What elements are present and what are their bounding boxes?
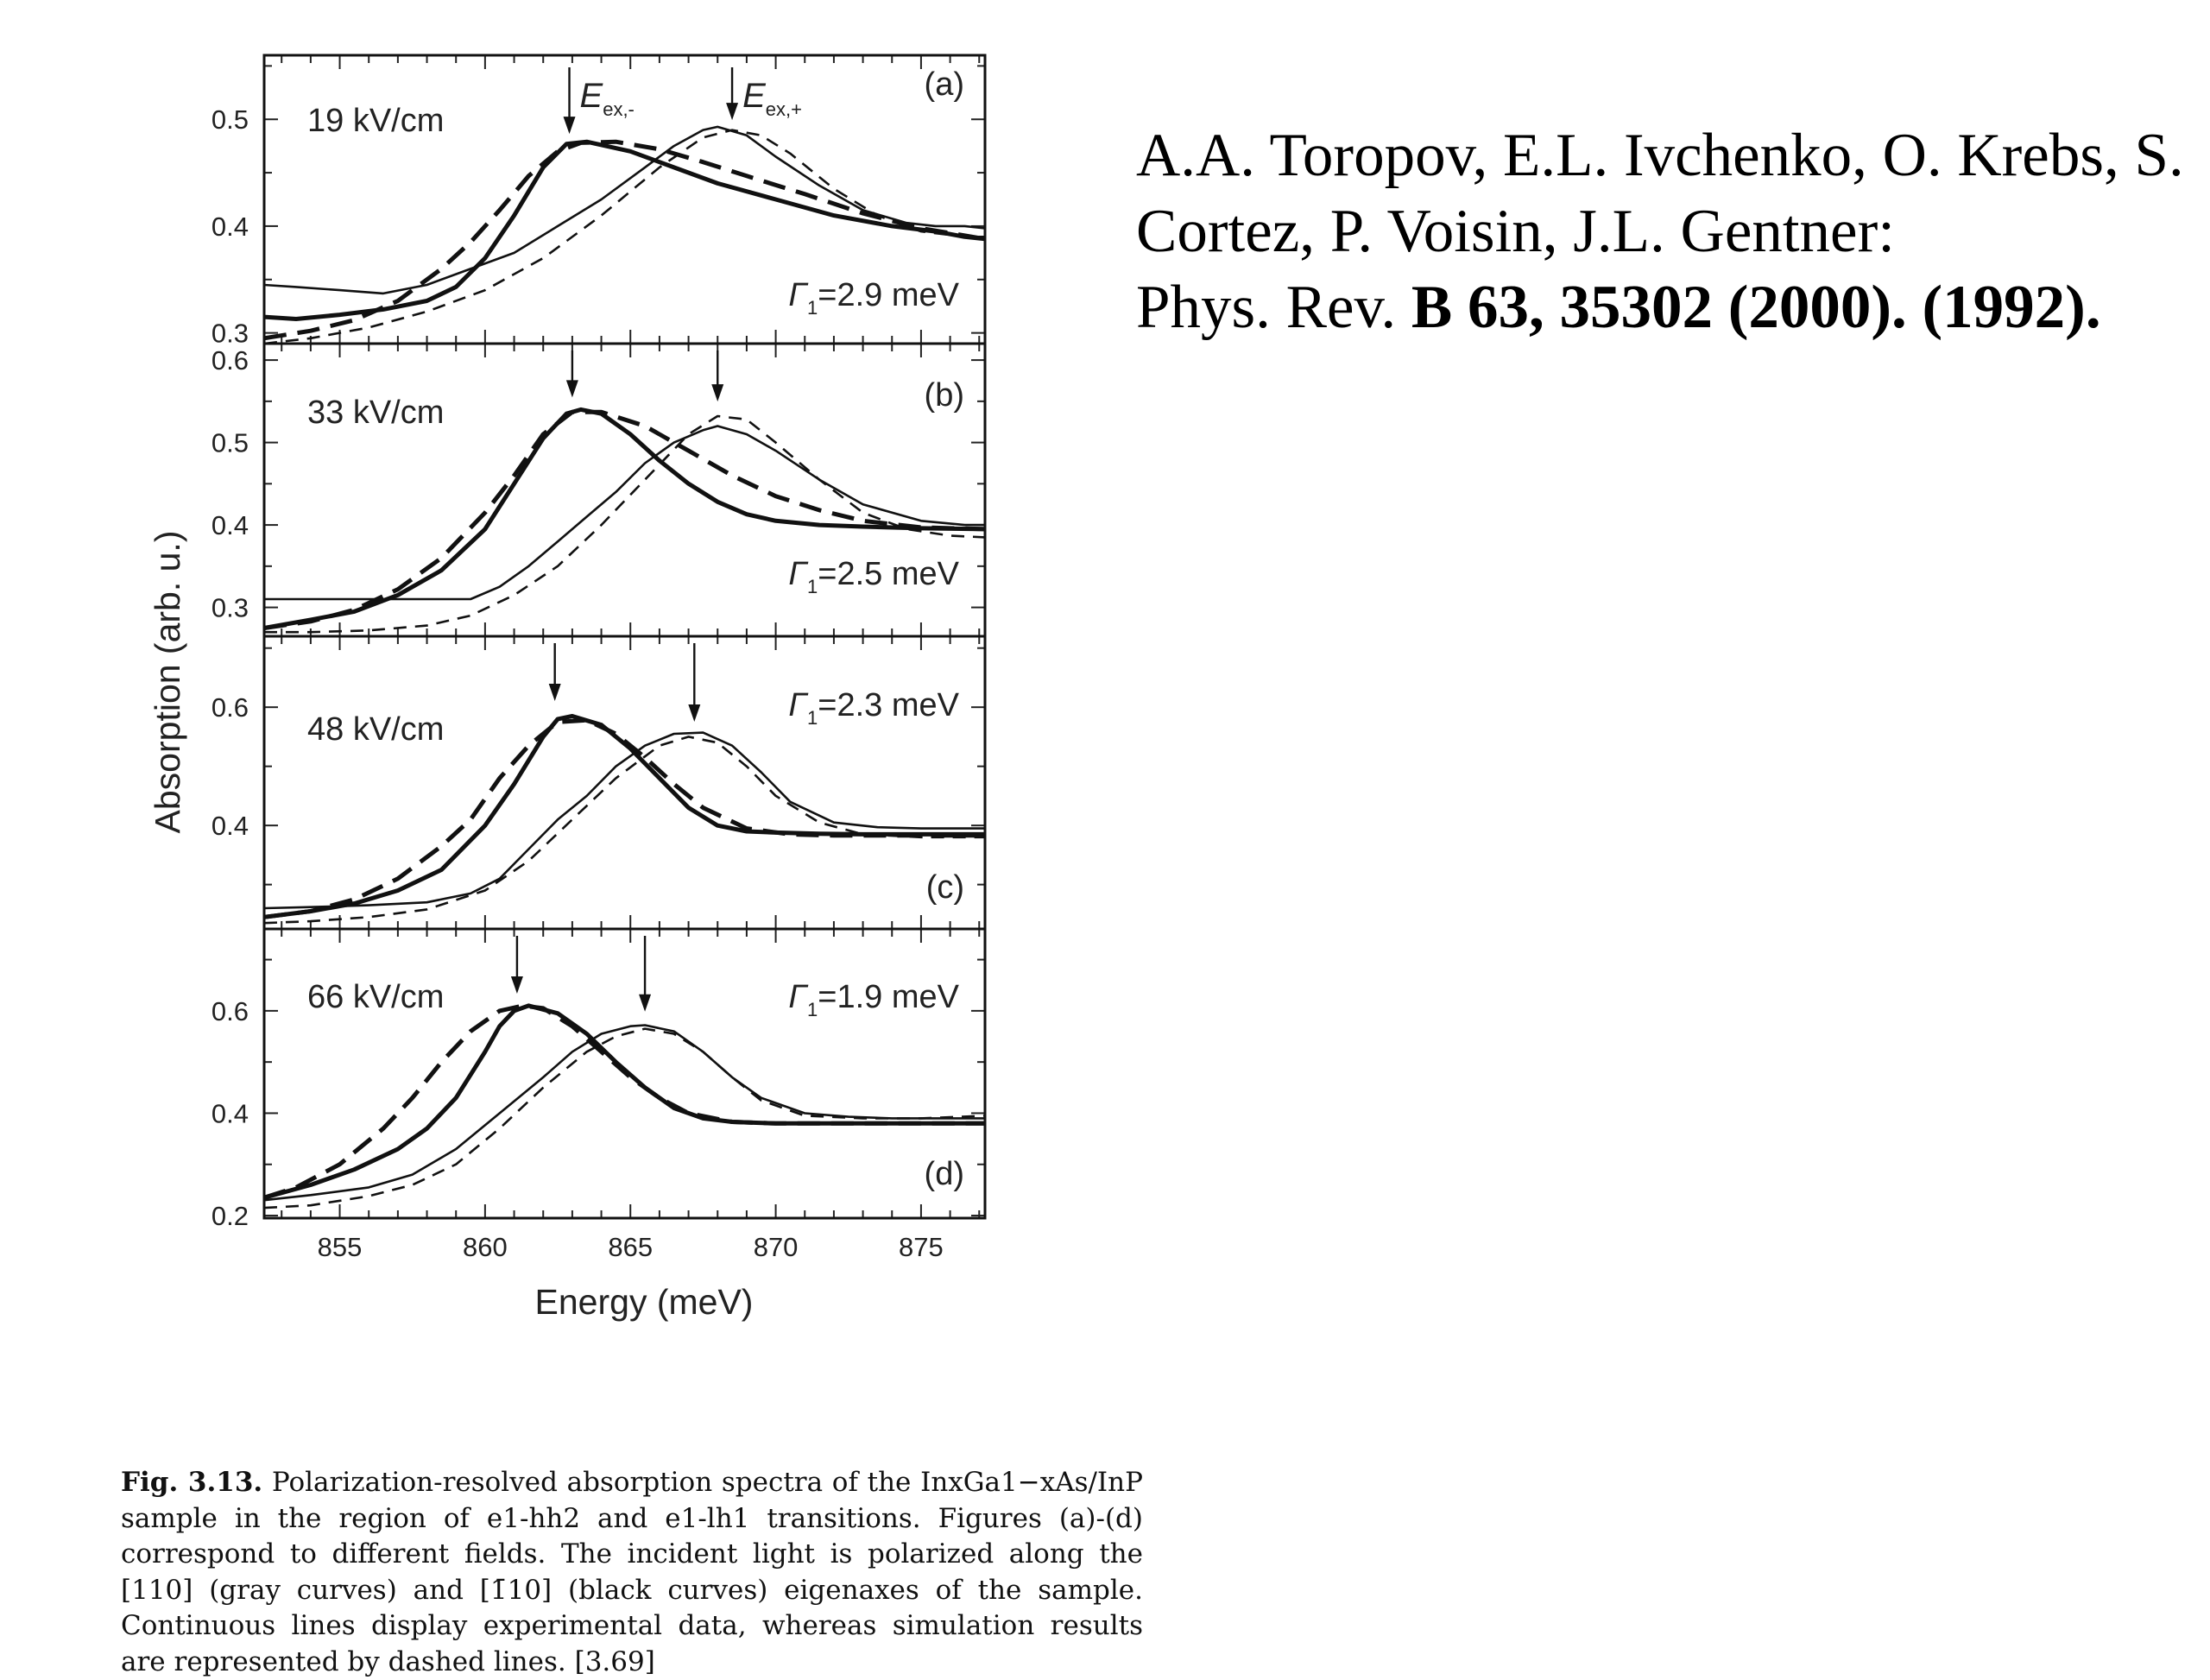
series-thick-solid-curve — [263, 1003, 985, 1200]
linewidth-symbol: Γ — [788, 979, 809, 1015]
series-thick-dashed-curve — [263, 1003, 985, 1200]
reference-volume: B 63, 35302 (2000). (1992). — [1411, 274, 2101, 341]
x-axis: 855 860 865 870 875 — [318, 1232, 944, 1262]
linewidth-label: Γ1=2.5 meV — [788, 556, 959, 597]
linewidth-subscript: 1 — [807, 576, 818, 597]
linewidth-value: =2.3 meV — [818, 687, 959, 723]
linewidth-label: Γ1=2.3 meV — [788, 687, 959, 729]
field-label: 66 kV/cm — [307, 979, 444, 1015]
linewidth-value: =1.9 meV — [818, 979, 959, 1015]
panel-letter-label: (c) — [926, 869, 964, 906]
panel-frame — [262, 927, 987, 1220]
reference-line-1: A.A. Toropov, E.L. Ivchenko, O. Krebs, S… — [1136, 122, 2184, 189]
figure-caption: Fig. 3.13. Polarization-resolved absorpt… — [121, 1465, 1143, 1680]
y-tick-label: 0.4 — [212, 811, 249, 841]
x-tick-label: 875 — [899, 1232, 944, 1262]
y-axis-label: Absorption (arb. u.) — [148, 531, 187, 834]
panel-letter-label: (d) — [925, 1156, 964, 1192]
panel-b: 0.3 0.4 0.5 0.6 33 kV/cm (b) Γ1=2.5 meV — [212, 342, 987, 638]
linewidth-value: =2.5 meV — [818, 556, 959, 592]
peak-arrow-head — [711, 384, 724, 402]
series-thick-dashed-curve — [263, 139, 986, 341]
series-thin-dashed-curve — [264, 414, 986, 634]
series-thin-solid-curve — [263, 1024, 985, 1202]
panel-frame — [262, 342, 987, 638]
y-tick-label: 0.6 — [212, 996, 249, 1026]
peak-arrow-head — [548, 684, 561, 702]
linewidth-symbol: Γ — [788, 687, 809, 723]
series-thin-solid-curve — [263, 731, 985, 910]
series-thick-dashed-curve — [263, 409, 986, 630]
caption-text: Polarization-resolved absorption spectra… — [121, 1467, 1144, 1677]
y-tick-label: 0.5 — [212, 104, 249, 135]
peak-energy-label: Eex,+ — [742, 77, 802, 120]
panel-c: 0.4 0.6 48 kV/cm (c) Γ1=2.3 meV — [212, 635, 987, 931]
series-thick-dashed-curve — [263, 717, 985, 919]
peak-arrow-head — [563, 117, 576, 135]
y-tick-label: 0.4 — [212, 212, 249, 242]
panel-frame — [262, 635, 987, 931]
y-tick-label: 0.6 — [212, 692, 249, 723]
x-tick-label: 870 — [754, 1232, 799, 1262]
linewidth-subscript: 1 — [807, 297, 818, 319]
linewidth-label: Γ1=2.9 meV — [788, 277, 959, 319]
field-label: 48 kV/cm — [307, 711, 444, 748]
reference-line-3: Phys. Rev. B 63, 35302 (2000). (1992). — [1136, 269, 2184, 345]
peak-arrow-head — [510, 976, 523, 994]
x-tick-label: 860 — [463, 1232, 508, 1262]
reference-line-2: Cortez, P. Voisin, J.L. Gentner: — [1136, 198, 1895, 265]
field-label: 33 kV/cm — [307, 395, 444, 431]
y-tick-label: 0.4 — [212, 1098, 249, 1128]
peak-energy-label: Eex,- — [580, 77, 635, 120]
linewidth-symbol: Γ — [788, 277, 809, 313]
peak-arrow-head — [726, 103, 739, 121]
x-tick-label: 865 — [608, 1232, 653, 1262]
series-thin-dashed-curve — [263, 1027, 986, 1209]
peak-energy-symbol: E — [580, 77, 604, 115]
series-thin-solid-curve — [264, 425, 985, 601]
panel-letter-label: (a) — [925, 66, 964, 103]
peak-energy-symbol: E — [742, 77, 767, 115]
series-thin-dashed-curve — [263, 736, 985, 925]
y-tick-label: 0.5 — [212, 428, 249, 458]
y-tick-label: 0.6 — [212, 345, 249, 376]
reference-citation: A.A. Toropov, E.L. Ivchenko, O. Krebs, S… — [1136, 117, 2184, 345]
panel-d: 0.2 0.4 0.6 66 kV/cm (d) Γ1=1.9 meV — [212, 927, 987, 1231]
caption-label: Fig. 3.13. — [121, 1467, 263, 1498]
x-tick-label: 855 — [318, 1232, 363, 1262]
linewidth-subscript: 1 — [807, 707, 818, 729]
peak-energy-subscript: ex,- — [603, 98, 635, 120]
linewidth-value: =2.9 meV — [818, 277, 959, 313]
peak-arrow-head — [639, 994, 652, 1012]
y-tick-label: 0.2 — [212, 1201, 249, 1231]
linewidth-symbol: Γ — [788, 556, 809, 592]
x-axis-label: Energy (meV) — [535, 1282, 754, 1322]
linewidth-subscript: 1 — [807, 999, 818, 1020]
peak-arrow-head — [565, 380, 578, 398]
y-tick-label: 0.3 — [212, 593, 249, 623]
series-thin-solid-curve — [263, 125, 986, 295]
panel-letter-label: (b) — [925, 377, 964, 414]
linewidth-label: Γ1=1.9 meV — [788, 979, 959, 1020]
y-tick-label: 0.4 — [212, 510, 249, 540]
peak-arrow-head — [688, 704, 701, 722]
field-label: 19 kV/cm — [307, 103, 444, 139]
peak-energy-subscript: ex,+ — [766, 98, 802, 120]
y-tick-label: 0.3 — [212, 319, 249, 349]
reference-journal: Phys. Rev. — [1136, 274, 1411, 341]
